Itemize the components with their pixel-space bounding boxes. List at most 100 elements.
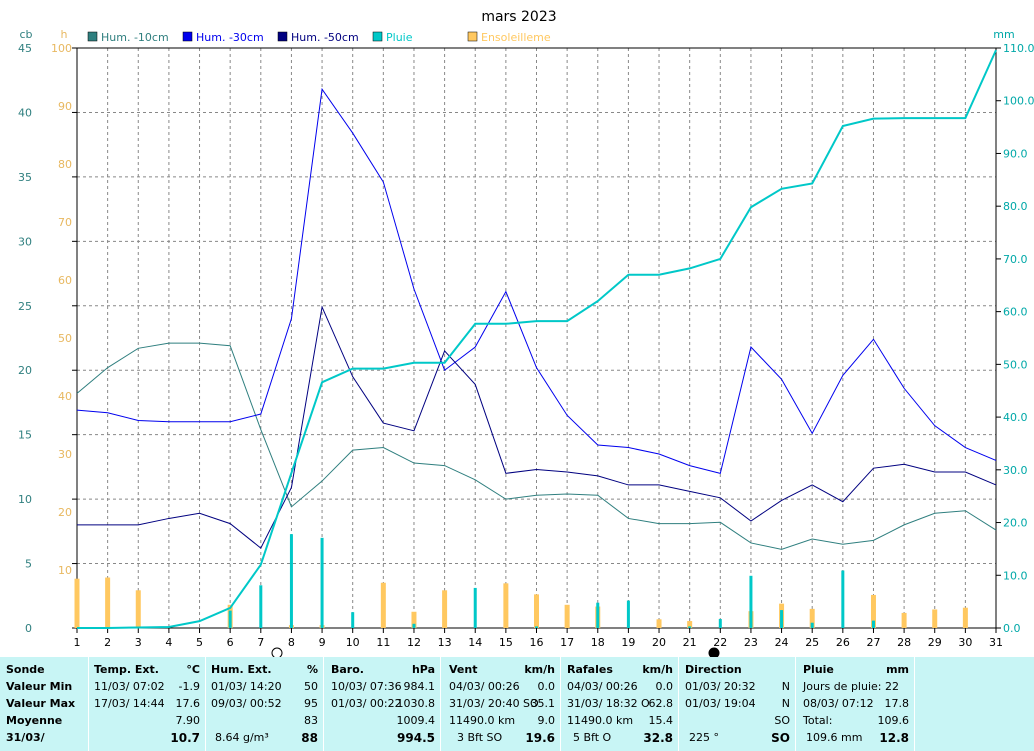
rain-daily-bar xyxy=(626,600,630,628)
y-left-cb-tick-label: 5 xyxy=(25,558,32,571)
x-tick-label: 2 xyxy=(104,636,111,649)
y-left-cb-tick-label: 15 xyxy=(18,429,32,442)
temp-header: Temp. Ext. xyxy=(94,663,159,676)
baro-header: Baro. xyxy=(331,663,364,676)
temp-max: 17.6 xyxy=(175,697,201,710)
moon-phases xyxy=(271,647,720,657)
axis-ticks: 1 2 3 4 5 6 7 8 9 10 11 12 13 14 15 16 17 18 19 20 21 22 23 24 2… xyxy=(18,42,1034,649)
sunshine-bar xyxy=(442,590,448,628)
sunshine-bar xyxy=(411,611,417,628)
x-tick-label: 1 xyxy=(74,636,81,649)
rain-daily-bar xyxy=(688,626,692,628)
y-left-cb-tick-label: 25 xyxy=(18,300,32,313)
rain-max: 17.8 xyxy=(884,697,910,710)
y-right-tick-label: 60.0 xyxy=(1003,306,1028,319)
baro-unit: hPa xyxy=(411,663,435,676)
rain-daily-bar xyxy=(320,537,324,628)
legend-swatch xyxy=(87,31,98,42)
bars xyxy=(74,534,968,628)
y-right-tick-label: 40.0 xyxy=(1003,411,1028,424)
series-line-hum-30cm xyxy=(76,87,997,474)
wind-min-date: 04/03/ 00:26 xyxy=(449,680,520,693)
y-left-cb-tick-label: 0 xyxy=(25,622,32,635)
stats-col-hum: Hum. Ext. % 01/03/ 14:20 50 09/03/ 00:52… xyxy=(205,657,324,751)
stats-header-sonde: Sonde xyxy=(6,663,45,676)
row-label-mean: Moyenne xyxy=(6,714,63,727)
x-tick-label: 30 xyxy=(958,636,972,649)
wind-beaufort: 3 Bft SO xyxy=(457,731,503,744)
stats-col-baro: Baro. hPa 10/03/ 07:36 984.1 01/03/ 00:2… xyxy=(323,657,441,751)
stats-col-wind: Vent km/h 04/03/ 00:26 0.0 31/03/ 20:40 … xyxy=(440,657,561,751)
gust-mean: 15.4 xyxy=(648,714,674,727)
sunshine-bar xyxy=(656,619,662,628)
y-left-cb-tick-label: 45 xyxy=(18,42,32,55)
x-tick-label: 20 xyxy=(652,636,666,649)
legend-swatch xyxy=(372,31,383,42)
x-tick-label: 17 xyxy=(560,636,574,649)
y-left-cb-tick-label: 20 xyxy=(18,364,32,377)
legend: Hum. -10cm Hum. -30cm Hum. -50cm Pluie Ensol… xyxy=(87,31,551,44)
x-tick-label: 19 xyxy=(621,636,635,649)
sunshine-bar xyxy=(962,607,968,628)
dir-degrees: 225 ° xyxy=(689,731,719,744)
dir-max: N xyxy=(781,697,790,710)
sunshine-bar xyxy=(503,583,509,628)
y-left-h-tick-label: 10 xyxy=(58,564,72,577)
row-label-max: Valeur Max xyxy=(6,697,76,710)
x-tick-label: 14 xyxy=(468,636,482,649)
rain-unit: mm xyxy=(886,663,909,676)
hum-min-date: 01/03/ 14:20 xyxy=(211,680,282,693)
y-right-tick-label: 10.0 xyxy=(1003,569,1028,582)
baro-current: 994.5 xyxy=(397,731,435,745)
stats-col-temp: Temp. Ext. °C 11/03/ 07:02 -1.9 17/03/ 1… xyxy=(88,657,206,751)
full-moon-icon xyxy=(271,647,283,657)
y-left-h-tick-label: 90 xyxy=(58,100,72,113)
x-tick-label: 4 xyxy=(165,636,172,649)
x-tick-label: 23 xyxy=(744,636,758,649)
dir-current: SO xyxy=(771,731,790,745)
y-left-cb-tick-label: 40 xyxy=(18,106,32,119)
baro-min: 984.1 xyxy=(403,680,436,693)
rain-daily-bar xyxy=(228,610,232,628)
hum-abs: 8.64 g/m³ xyxy=(215,731,269,744)
temp-mean: 7.90 xyxy=(175,714,201,727)
wind-min: 0.0 xyxy=(537,680,556,693)
x-tick-label: 5 xyxy=(196,636,203,649)
x-tick-label: 8 xyxy=(288,636,295,649)
rain-month: 109.6 mm xyxy=(806,731,863,744)
gust-max-date: 31/03/ 18:32 xyxy=(567,697,638,710)
y-right-tick-label: 0.0 xyxy=(1003,622,1021,635)
rain-daily-bar xyxy=(871,620,875,628)
baro-max-date: 01/03/ 00:22 xyxy=(331,697,402,710)
x-tick-label: 9 xyxy=(319,636,326,649)
rain-current: 12.8 xyxy=(879,731,909,745)
rain-daily-bar xyxy=(718,619,722,628)
temp-min: -1.9 xyxy=(178,680,200,693)
sunshine-bar xyxy=(74,578,80,628)
rain-daily-bar xyxy=(535,626,538,628)
x-tick-label: 25 xyxy=(805,636,819,649)
sunshine-bar xyxy=(809,608,815,628)
series-line-hum-10cm xyxy=(76,342,997,550)
stats-col-direction: Direction 01/03/ 20:32 N 01/03/ 19:04 N … xyxy=(678,657,796,751)
rain-daily-bar xyxy=(749,575,753,628)
x-tick-label: 27 xyxy=(866,636,880,649)
baro-max: 1030.8 xyxy=(396,697,436,710)
legend-label: Hum. -10cm xyxy=(101,31,169,44)
rain-daily-bar xyxy=(596,602,600,628)
temp-unit: °C xyxy=(186,663,200,676)
row-label-min: Valeur Min xyxy=(6,680,73,693)
y-right-tick-label: 20.0 xyxy=(1003,517,1028,530)
dir-max-date: 01/03/ 19:04 xyxy=(685,697,756,710)
gust-beaufort: 5 Bft O xyxy=(573,731,612,744)
x-tick-label: 24 xyxy=(775,636,789,649)
x-tick-label: 22 xyxy=(713,636,727,649)
rain-daily-bar xyxy=(810,622,814,628)
hum-max: 95 xyxy=(304,697,318,710)
wind-current: 19.6 xyxy=(525,731,555,745)
sunshine-bar xyxy=(105,577,111,628)
x-tick-label: 10 xyxy=(346,636,360,649)
rain-max-date: 08/03/ 07:12 xyxy=(803,697,874,710)
wind-distance: 11490.0 km xyxy=(449,714,516,727)
grid xyxy=(77,48,996,628)
